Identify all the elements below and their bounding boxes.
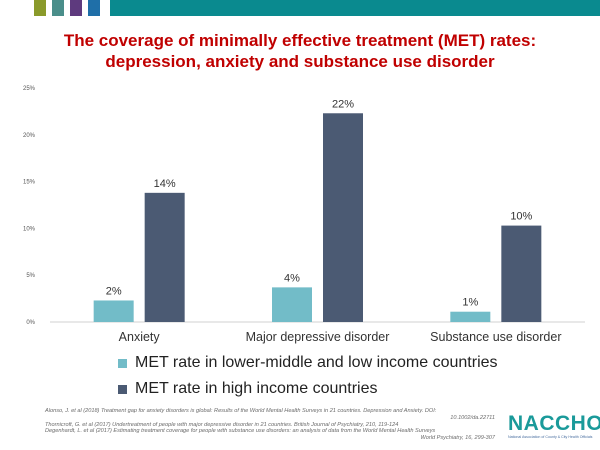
legend-label-high-income: MET rate in high income countries xyxy=(135,380,378,397)
chart-legend: MET rate in lower-middle and low income … xyxy=(118,350,498,402)
bar xyxy=(501,225,542,322)
accent-band xyxy=(110,0,600,16)
x-category-label: Major depressive disorder xyxy=(246,330,390,344)
legend-label-low-income: MET rate in lower-middle and low income … xyxy=(135,354,498,371)
data-label: 1% xyxy=(462,297,478,309)
reference-thornicroft: Thornicroft, G. et al (2017) Undertreatm… xyxy=(45,421,399,428)
bar xyxy=(144,192,185,322)
naccho-logo: NACCHO National Association of County & … xyxy=(508,412,600,440)
y-tick-label: 25% xyxy=(23,86,36,92)
data-label: 22% xyxy=(332,98,354,110)
legend-swatch-high-income xyxy=(118,384,127,394)
y-tick-label: 20% xyxy=(23,133,36,139)
reference-alonso: Alonso, J. et al (2018) Treatment gap fo… xyxy=(45,408,437,414)
x-category-label: Substance use disorder xyxy=(430,330,561,344)
y-tick-label: 0% xyxy=(26,320,35,326)
data-label: 4% xyxy=(284,272,300,284)
reference-alonso-doi: 10.1002/da.22711 xyxy=(450,414,495,421)
slide-title-line-1: The coverage of minimally effective trea… xyxy=(63,31,537,50)
bar-chart: 0% 5% 10% 15% 20% 25% 2% 14% Anxiety 4% 22% Major d… xyxy=(23,86,585,344)
references: Alonso, J. et al (2018) Treatment gap fo… xyxy=(45,408,495,442)
slide-title: The coverage of minimally effective trea… xyxy=(0,30,600,72)
logo-subtitle: National Association of County & City He… xyxy=(508,435,593,439)
accent-square-4 xyxy=(88,0,100,16)
top-accent-bar xyxy=(0,0,600,16)
accent-square-1 xyxy=(34,0,46,16)
y-tick-label: 15% xyxy=(23,180,36,186)
y-tick-label: 5% xyxy=(26,273,35,279)
bar xyxy=(93,300,134,322)
accent-square-3 xyxy=(70,0,82,16)
bar xyxy=(272,287,312,322)
logo-wordmark: NACCHO xyxy=(508,412,600,435)
data-label: 10% xyxy=(510,211,532,223)
accent-square-2 xyxy=(52,0,64,16)
data-label: 2% xyxy=(106,285,122,297)
data-label: 14% xyxy=(154,178,176,190)
legend-swatch-low-income xyxy=(118,358,127,368)
legend-item-low-income: MET rate in lower-middle and low income … xyxy=(118,350,498,376)
reference-degenhardt-journal: World Psychiatry, 16, 299-307 xyxy=(420,435,495,442)
bar xyxy=(323,113,363,322)
slide-title-line-2: depression, anxiety and substance use di… xyxy=(105,52,495,71)
reference-degenhardt: Degenhardt, L. et al (2017) Estimating t… xyxy=(45,428,436,435)
y-tick-label: 10% xyxy=(23,226,36,232)
bar xyxy=(450,311,491,322)
x-category-label: Anxiety xyxy=(119,330,161,344)
legend-item-high-income: MET rate in high income countries xyxy=(118,376,498,402)
